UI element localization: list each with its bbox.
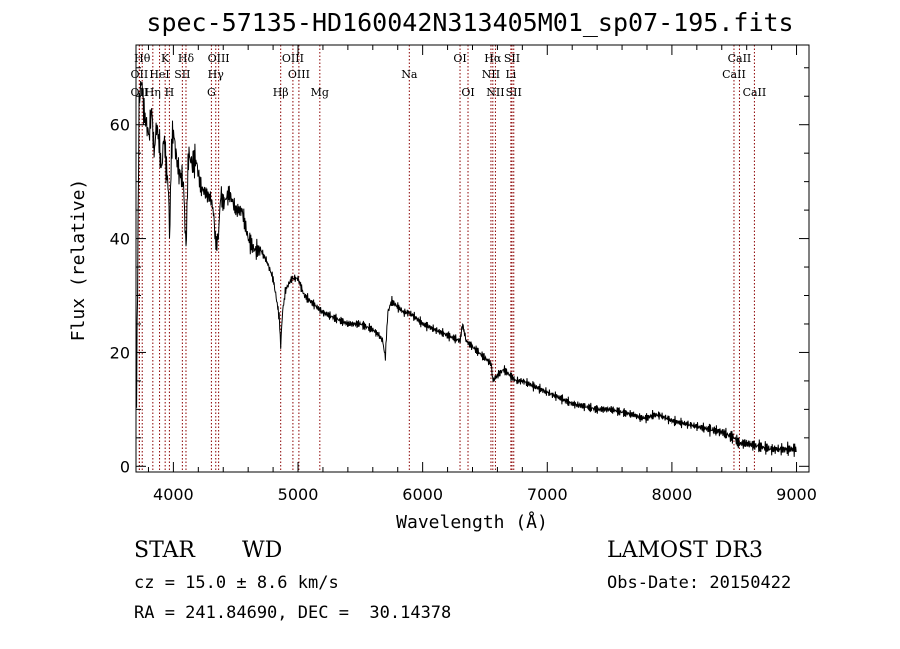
x-tick-label: 6000 (402, 485, 443, 504)
spectral-line-label: Hη (145, 86, 161, 99)
y-tick-label: 20 (110, 343, 130, 362)
spectral-line-label: OII (131, 86, 149, 99)
spectral-line-label: NII (486, 86, 504, 99)
spectral-line-label: SII (174, 68, 190, 81)
x-tick-label: 4000 (153, 485, 194, 504)
object-class: STAR (134, 538, 195, 563)
spectral-line-label: CaII (743, 86, 767, 99)
spectral-line-label: Hβ (273, 86, 289, 99)
x-axis-label: Wavelength (Å) (396, 511, 548, 533)
spectral-line-label: NII (482, 68, 500, 81)
plot-frame (135, 44, 810, 473)
spectral-line-label: K (161, 52, 170, 65)
object-subclass: WD (242, 538, 283, 563)
x-tick-label: 5000 (278, 485, 319, 504)
x-tick-label: 7000 (527, 485, 568, 504)
spectral-line-label: Hδ (178, 52, 195, 65)
y-tick-label: 0 (120, 457, 130, 476)
spectral-line-label: G (207, 86, 216, 99)
spectral-line-label: HeI (149, 68, 169, 81)
spectral-line-label: SII (506, 86, 522, 99)
spectral-line-label: OIII (282, 52, 304, 65)
x-tick-label: 9000 (776, 485, 817, 504)
spectral-line-label: H (165, 86, 175, 99)
spectral-line-label: Mg (311, 86, 329, 99)
spectral-line-label: Na (401, 68, 418, 81)
spectral-line-label: OIII (288, 68, 310, 81)
spectral-line-label: Li (505, 68, 516, 81)
spectral-line-label: Hγ (208, 68, 225, 81)
spectral-line-label: Hα (484, 52, 502, 65)
spectrum-line (136, 81, 797, 457)
spectral-line-label: CaII (722, 68, 746, 81)
chart-title: spec-57135-HD160042N313405M01_sp07-195.f… (146, 8, 793, 37)
survey-name: LAMOST DR3 (607, 538, 763, 563)
spectral-line-label: OII (131, 68, 149, 81)
y-axis-label: Flux (relative) (68, 179, 89, 342)
spectral-line-label: OIII (208, 52, 230, 65)
observation-date: Obs-Date: 20150422 (607, 573, 792, 593)
series-layer (136, 81, 797, 457)
spectral-line-label: OI (461, 86, 474, 99)
spectral-line-labels: Hθ OII OII K HeI Hη Hδ SII H OIII Hγ G OIII OIII Hβ Mg N… (131, 52, 767, 99)
x-tick-label: 8000 (652, 485, 693, 504)
y-tick-label: 40 (110, 230, 130, 249)
spectral-line-label: SII (504, 52, 520, 65)
spectral-line-markers (138, 45, 755, 472)
spectral-line-label: OI (453, 52, 466, 65)
spectral-line-label: CaII (728, 52, 752, 65)
spectral-line-label: Hθ (134, 52, 151, 65)
redshift-readout: cz = 15.0 ± 8.6 km/s (134, 573, 339, 593)
axis-ticks: 4000 5000 6000 7000 8000 9000 0 20 40 60 (110, 45, 817, 504)
coordinates-readout: RA = 241.84690, DEC = 30.14378 (134, 603, 452, 623)
y-tick-label: 60 (110, 116, 130, 135)
